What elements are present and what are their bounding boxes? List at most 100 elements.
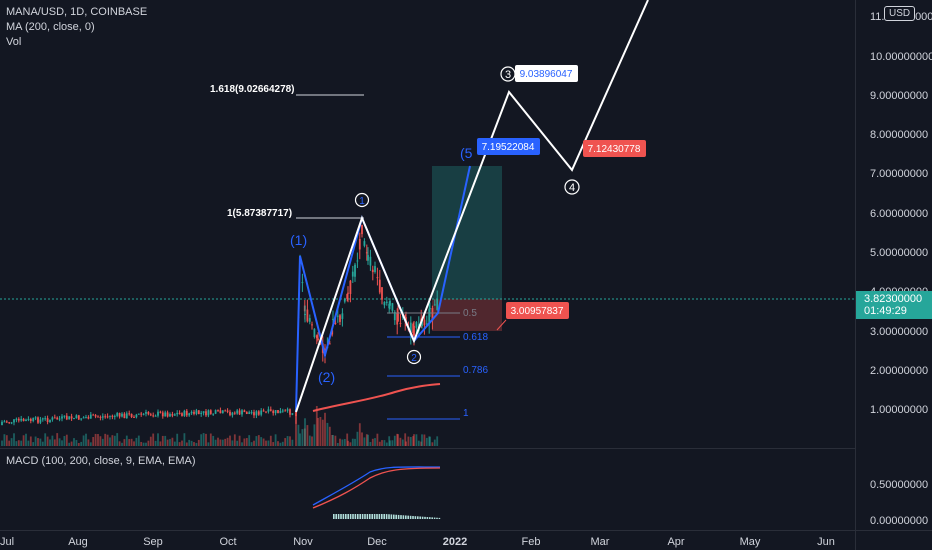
volume-bar [231,440,234,446]
volume-bar [269,435,272,446]
volume-bar [53,439,56,446]
candle-body [135,414,138,418]
fib-0618-label: 0.618 [463,332,488,343]
volume-bar [229,435,231,446]
price-callout-903[interactable]: 9.03896047 [515,65,578,82]
candle-body [92,414,95,416]
histogram-bar [395,514,397,519]
candle-body [308,318,311,322]
candle-body [311,324,313,326]
histogram-bar [417,516,419,519]
wave-1-label: (1) [290,232,307,248]
candle-body [197,410,200,415]
histogram-bar [364,514,366,519]
candle-body [378,279,381,293]
candle-body [29,418,32,421]
volume-bar [284,438,287,446]
volume-bar [56,433,59,446]
candle-body [8,422,11,424]
candle-body [159,411,162,413]
candle-body [89,414,92,419]
histogram-bar [412,515,414,519]
histogram-bar [383,514,385,519]
volume-bar [185,442,188,446]
time-axis[interactable]: Jul Aug Sep Oct Nov Dec 2022 Feb Mar Apr May Jun [0,530,855,550]
candle-body [374,266,376,272]
volume-bar [339,438,341,446]
time-tick-label: Nov [293,536,313,548]
long-position-profit-zone[interactable] [432,166,502,299]
volume-bar [8,440,11,446]
price-callout-719[interactable]: 7.19522084 [477,138,540,155]
chart-canvas[interactable]: 1.618(9.02664278) 1(5.87387717) 0.5 0.61… [0,0,855,530]
candle-body [347,292,349,294]
candle-body [190,411,193,414]
candle-body [274,410,277,414]
histogram-bar [393,514,395,519]
candle-body [397,311,399,322]
candle-body [369,256,372,266]
histogram-bar [366,514,369,519]
histogram-bar [433,517,436,519]
price-callout-712[interactable]: 7.12430778 [583,140,646,157]
volume-bar [137,435,140,446]
candle-body [44,418,47,420]
histogram-bar [436,517,438,519]
price-callout-300[interactable]: 3.00957837 [506,302,569,319]
volume-bar [5,435,8,446]
candle-body [145,411,147,414]
volume-bar [41,441,44,446]
histogram-bar [419,516,421,519]
volume-bar [97,434,99,446]
long-position-loss-zone[interactable] [432,299,502,331]
axis-corner[interactable] [855,530,932,550]
candle-body [202,411,205,413]
chart-area[interactable]: 1.618(9.02664278) 1(5.87387717) 0.5 0.61… [0,0,855,530]
volume-bar [361,432,363,446]
candle-body [257,411,260,415]
volume-bar [277,441,279,446]
candle-body [313,328,316,337]
volume-bar [267,440,270,446]
histogram-bar [385,514,388,519]
candle-body [207,410,210,416]
candle-body [226,410,229,412]
candle-body [10,422,13,424]
histogram-bar [369,514,371,519]
circle-1-marker: 1 [354,192,370,208]
candle-body [306,309,309,322]
price-axis[interactable]: 11.0000000010.000000009.000000008.000000… [855,0,932,530]
volume-bar [195,442,198,446]
histogram-bar [371,514,373,519]
candle-body [339,315,341,322]
macd-line [312,466,441,506]
candle-body [286,409,289,411]
currency-badge[interactable]: USD [884,6,916,21]
candle-body [238,410,241,415]
candle-body [219,410,222,414]
volume-bar [159,441,162,446]
volume-bar [44,433,47,446]
candle-body [113,415,116,417]
volume-bar [255,436,258,446]
pane-divider[interactable] [0,448,932,449]
volume-bar [99,436,102,446]
volume-bar [245,438,248,446]
volume-bar [94,433,97,446]
time-tick-label: Feb [522,536,541,548]
volume-bar [29,436,32,446]
histogram-bar [347,514,349,519]
histogram-bar [352,514,354,519]
ma-legend[interactable]: MA (200, close, 0) [6,21,95,33]
volume-bar [236,440,239,446]
candle-body [233,412,236,414]
volume-bar [27,440,30,446]
volume-bar [413,434,415,446]
candle-body [15,418,18,420]
svg-text:3: 3 [505,69,511,81]
symbol-legend[interactable]: MANA/USD, 1D, COINBASE [6,6,148,18]
volume-bar [332,434,334,446]
vol-legend[interactable]: Vol [6,36,22,48]
macd-legend[interactable]: MACD (100, 200, close, 9, EMA, EMA) [6,455,196,467]
volume-bar [436,436,439,446]
